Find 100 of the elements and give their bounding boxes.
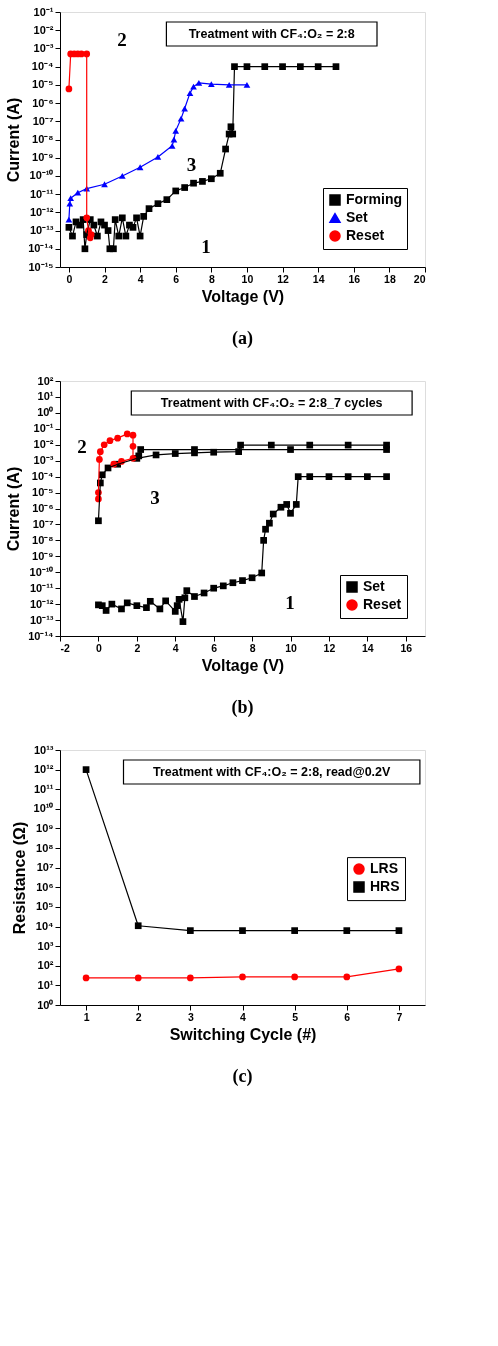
y-tick-label: 10⁷ <box>36 861 54 874</box>
point <box>261 63 269 70</box>
y-tick-label: 10³ <box>37 939 54 952</box>
annotation: 1 <box>201 235 211 257</box>
text: (c) <box>232 1066 253 1087</box>
y-tick-label: 10⁻⁸ <box>32 533 54 546</box>
y-axis-title: Current (A) <box>5 97 23 183</box>
legend-label: Forming <box>346 191 402 207</box>
point <box>111 216 119 223</box>
y-tick-label: 10⁻⁴ <box>31 60 54 73</box>
y-tick-label: 10⁻¹² <box>29 597 54 610</box>
y-tick-label: 10⁻⁷ <box>32 114 54 127</box>
point <box>133 214 140 222</box>
y-axis-title: Current (A) <box>5 466 23 552</box>
y-tick-label: 10⁵ <box>36 900 54 913</box>
point <box>137 446 145 453</box>
point <box>96 456 103 463</box>
y-tick-label: 10¹² <box>33 763 54 776</box>
y-tick-label: 10⁻¹⁴ <box>28 629 54 642</box>
point <box>297 63 304 70</box>
point <box>65 216 73 223</box>
x-tick-label: 8 <box>249 641 256 654</box>
y-tick-label: 10⁴ <box>35 920 54 933</box>
annotation: Treatment with CF₄:O₂ = 2:8_7 cycles <box>160 396 383 410</box>
x-tick-label: 2 <box>102 272 109 285</box>
y-tick-label: 10⁻¹³ <box>29 613 54 626</box>
x-axis-title: Switching Cycle (#) <box>169 1026 317 1043</box>
point <box>383 473 390 480</box>
y-tick-label: 10⁻⁹ <box>32 549 54 562</box>
y-tick-label: 10⁻¹² <box>29 205 54 218</box>
x-tick-label: 7 <box>396 1010 403 1023</box>
x-tick-label: 3 <box>187 1010 194 1023</box>
point <box>343 927 351 934</box>
y-tick-label: 10⁻¹ <box>33 422 54 435</box>
point <box>239 927 246 934</box>
y-tick-label: 10⁻⁸ <box>32 133 54 145</box>
x-tick-label: 14 <box>362 641 374 654</box>
legend-label: Set <box>346 209 369 225</box>
point <box>344 473 352 480</box>
annotation: Treatment with CF₄:O₂ = 2:8, read@0.2V <box>153 765 392 779</box>
annotation: 2 <box>77 436 87 458</box>
x-tick-label: 0 <box>66 272 73 285</box>
x-tick-label: 6 <box>211 641 218 654</box>
y-tick-label: 10⁻¹³ <box>29 224 54 237</box>
y-tick-label: 10⁻¹¹ <box>29 187 54 200</box>
annotation: Treatment with CF₄:O₂ = 2:8 <box>188 27 355 41</box>
x-tick-label: 0 <box>96 641 102 654</box>
annotation: 3 <box>186 154 197 175</box>
y-tick-label: 10⁻¹ <box>33 5 54 18</box>
point <box>210 584 218 592</box>
legend-label: Reset <box>346 227 385 243</box>
point <box>231 63 238 70</box>
x-tick-label: 12 <box>323 641 336 654</box>
x-tick-label: 2 <box>135 1010 142 1023</box>
x-tick-label: 12 <box>277 272 290 285</box>
x-tick-label: 6 <box>344 1010 351 1023</box>
x-tick-label: 4 <box>172 641 179 654</box>
point <box>110 245 117 253</box>
x-axis-title: Voltage (V) <box>201 288 285 305</box>
x-tick-label: 8 <box>208 272 215 285</box>
point <box>95 517 102 525</box>
y-tick-label: 10⁻² <box>33 438 54 451</box>
legend-label: LRS <box>370 860 398 877</box>
y-tick-label: 10⁶ <box>36 880 54 893</box>
y-tick-label: 10⁹ <box>36 821 54 834</box>
point <box>118 214 126 222</box>
y-tick-label: 10⁸ <box>36 841 54 854</box>
legend-label: HRS <box>370 878 400 895</box>
x-tick-label: -2 <box>60 641 70 654</box>
annotation: 2 <box>117 29 127 51</box>
y-tick-label: 10⁻⁵ <box>32 486 54 499</box>
y-tick-label: 10² <box>37 959 54 972</box>
y-tick-label: 10⁻⁶ <box>32 96 54 109</box>
y-tick-label: 10⁻³ <box>33 454 54 467</box>
y-tick-label: 10⁰ <box>37 998 54 1011</box>
y-tick-label: 10¹¹ <box>33 782 54 795</box>
point <box>383 446 390 453</box>
point <box>287 446 294 453</box>
y-tick-label: 10¹ <box>37 978 54 991</box>
y-tick-label: 10¹³ <box>33 743 54 756</box>
x-tick-label: 20 <box>413 272 426 285</box>
y-tick-label: 10⁻⁹ <box>32 151 54 164</box>
point <box>306 473 314 480</box>
point <box>314 63 322 70</box>
x-tick-label: 5 <box>292 1010 299 1023</box>
annotation: 3 <box>150 487 160 509</box>
point <box>291 927 298 934</box>
y-tick-label: 10² <box>37 374 54 387</box>
y-tick-label: 10¹⁰ <box>33 802 54 815</box>
y-tick-label: 10¹ <box>37 390 54 403</box>
text: (a) <box>232 328 253 349</box>
x-tick-label: 1 <box>83 1010 90 1023</box>
x-tick-label: 14 <box>312 272 325 285</box>
point <box>187 927 194 934</box>
x-tick-label: 18 <box>384 272 396 285</box>
point <box>364 473 371 480</box>
x-axis-title: Voltage (V) <box>201 657 285 674</box>
annotation: 1 <box>285 591 295 613</box>
y-tick-label: 10⁻³ <box>33 41 54 54</box>
y-tick-label: 10⁻¹⁰ <box>29 169 54 182</box>
